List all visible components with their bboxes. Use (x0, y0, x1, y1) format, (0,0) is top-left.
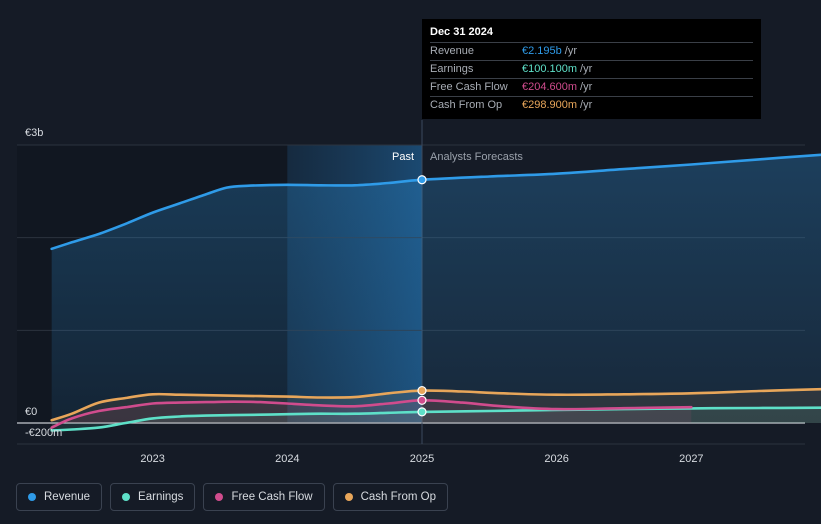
tooltip-row-unit: /yr (580, 63, 593, 75)
tooltip-row: Cash From Op €298.900m/yr (430, 96, 753, 114)
legend-item-earnings[interactable]: Earnings (110, 483, 196, 511)
tooltip-row-label: Free Cash Flow (430, 81, 508, 93)
fcf-line (50, 398, 693, 429)
tooltip-row-label: Earnings (430, 63, 474, 75)
legend-dot-icon (122, 493, 131, 501)
tooltip-row: Free Cash Flow €204.600m/yr (430, 78, 753, 96)
legend-label: Cash From Op (360, 491, 437, 503)
legend-item-free-cash-flow[interactable]: Free Cash Flow (203, 483, 325, 511)
fcf-marker (417, 395, 427, 405)
series-lines (50, 153, 821, 432)
earnings-area (51, 407, 821, 431)
legend-label: Free Cash Flow (231, 491, 313, 503)
y-axis-label: €0 (25, 406, 37, 418)
tooltip-row: Revenue €2.195b/yr (430, 42, 753, 60)
x-tick-label: 2023 (140, 453, 164, 465)
revenue-marker (417, 175, 427, 185)
revenue-line (50, 153, 821, 251)
x-tick-label: 2027 (679, 453, 703, 465)
tooltip-row-label: Cash From Op (430, 99, 503, 111)
tooltip-row-value: €2.195b (522, 45, 562, 57)
x-tick-label: 2026 (544, 453, 568, 465)
tooltip-rows: Revenue €2.195b/yr Earnings €100.100m/yr Fre… (430, 42, 753, 114)
legend-dot-icon (28, 493, 36, 501)
tooltip-row-unit: /yr (580, 99, 593, 111)
tooltip-date: Dec 31 2024 (430, 26, 493, 38)
tooltip-row-value: €100.100m (522, 63, 578, 75)
x-tick-label: 2025 (410, 453, 434, 465)
tooltip-row-value: €204.600m (522, 81, 578, 93)
legend: Revenue Earnings Free Cash Flow Cash From O… (16, 483, 456, 511)
tooltip-row-unit: /yr (564, 45, 577, 57)
tooltip-row-label: Revenue (430, 45, 475, 57)
legend-label: Revenue (44, 491, 91, 503)
axis-labels: €3b €0 -€200m 2023 2024 2025 2026 2027 Past Analy… (25, 127, 704, 465)
cfo-marker (417, 385, 427, 396)
legend-item-cash-from-op[interactable]: Cash From Op (332, 483, 449, 511)
earnings-marker (417, 407, 427, 417)
tooltip: Dec 31 2024 Revenue €2.195b/yr Earnings €10… (422, 19, 761, 119)
legend-item-revenue[interactable]: Revenue (16, 483, 103, 511)
series-areas (51, 154, 821, 431)
x-tick-label: 2024 (275, 453, 299, 465)
tooltip-row-unit: /yr (580, 81, 593, 93)
tooltip-markers (417, 175, 427, 417)
past-label: Past (392, 151, 414, 163)
y-axis-label: €3b (25, 127, 43, 139)
legend-dot-icon (344, 493, 353, 501)
cfo-line (50, 387, 821, 422)
legend-label: Earnings (138, 491, 184, 503)
tooltip-row-value: €298.900m (522, 99, 578, 111)
forecast-label: Analysts Forecasts (430, 151, 523, 163)
legend-dot-icon (215, 493, 224, 501)
revenue-area (51, 154, 821, 423)
tooltip-row: Earnings €100.100m/yr (430, 60, 753, 78)
y-axis-label: -€200m (25, 427, 62, 439)
